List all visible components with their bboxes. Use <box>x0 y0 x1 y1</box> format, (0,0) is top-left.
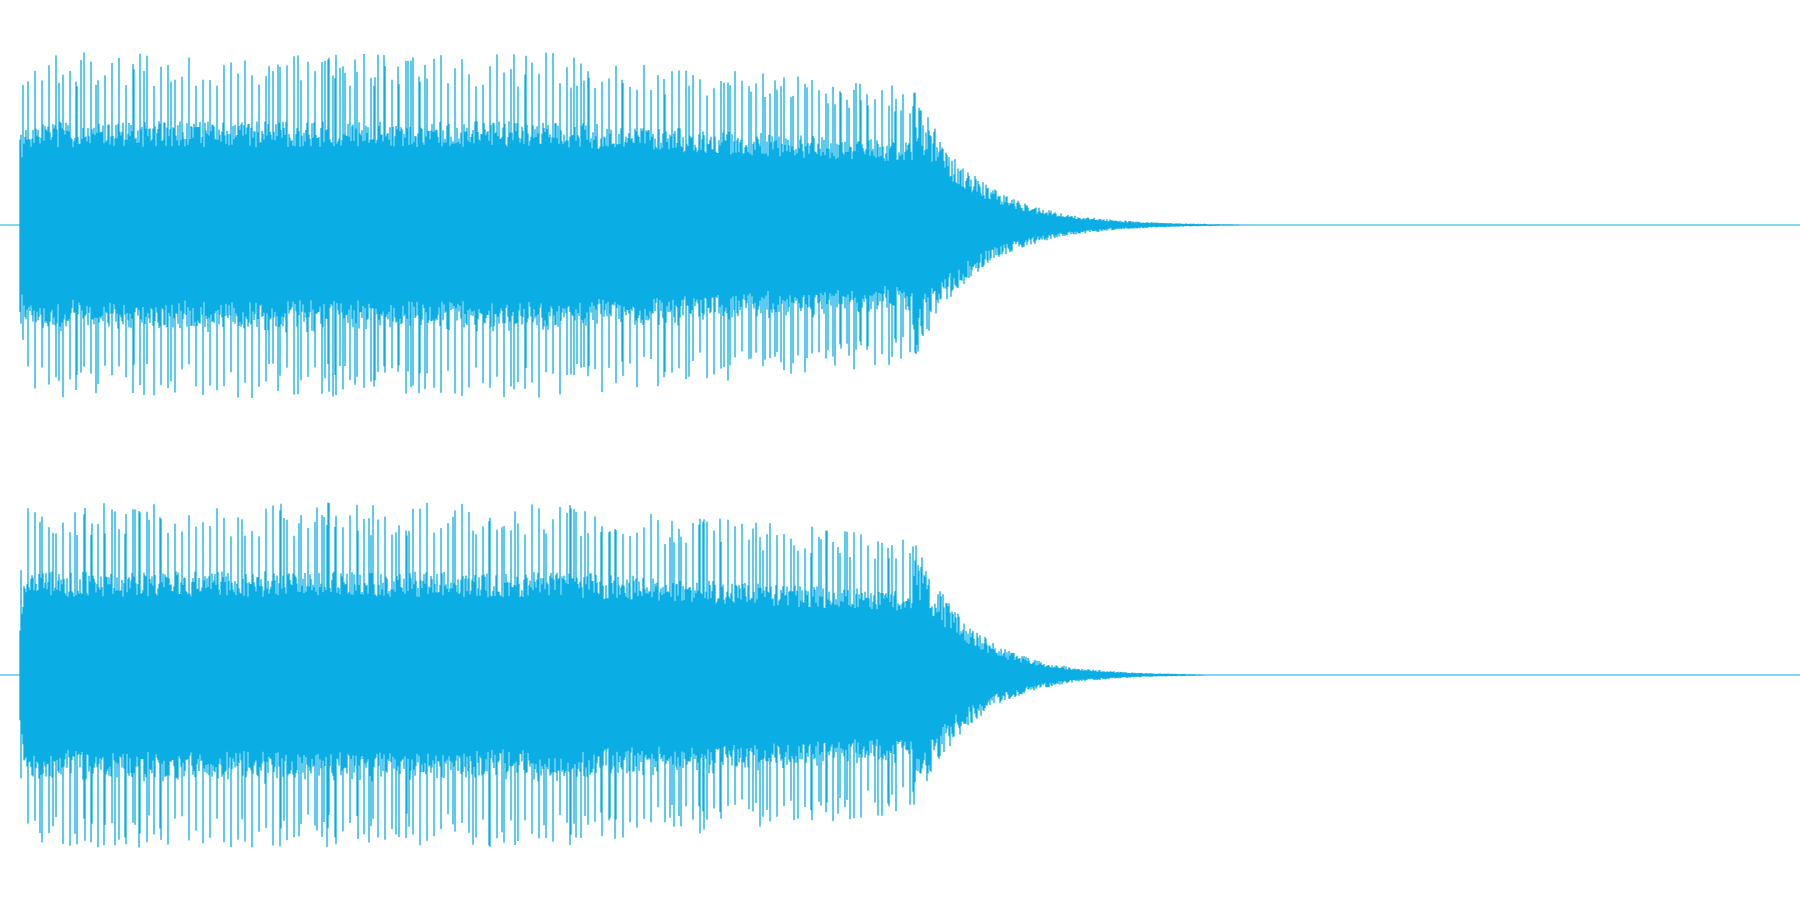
channel-1-waveform <box>19 52 1241 398</box>
channel-2-waveform <box>19 502 1213 848</box>
